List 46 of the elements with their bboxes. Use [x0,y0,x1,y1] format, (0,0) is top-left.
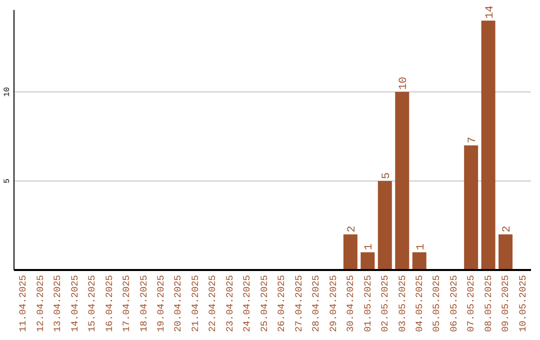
bar [464,145,478,270]
x-tick-label: 23.04.2025 [224,274,236,332]
bar [481,20,496,270]
x-tick-label: 07.05.2025 [466,274,477,332]
data-label: 2 [346,226,358,232]
x-tick-label: 03.05.2025 [396,274,408,332]
x-tick-label: 27.04.2025 [293,274,304,332]
x-tick-label: 22.04.2025 [207,274,218,332]
x-tick-label: 21.04.2025 [190,274,201,332]
x-tick-label: 09.05.2025 [500,274,512,332]
bar [360,252,375,270]
x-tick-label: 06.05.2025 [448,274,460,332]
x-tick-label: 08.05.2025 [482,274,494,332]
bar [378,180,392,270]
x-tick-label: 01.05.2025 [362,274,374,332]
x-tick-label: 16.04.2025 [104,274,115,332]
data-label: 1 [415,243,428,250]
x-tick-label: 24.04.2025 [242,274,253,332]
x-tick-label: 04.05.2025 [414,274,425,332]
bar [343,234,358,270]
x-tick-label: 18.04.2025 [138,274,150,332]
data-label: 5 [380,172,393,179]
x-tick-label: 20.04.2025 [172,274,184,332]
x-tick-label: 02.05.2025 [380,274,391,332]
x-tick-label: 19.04.2025 [155,274,166,332]
data-label: 7 [467,136,480,144]
x-tick-label: 15.04.2025 [86,274,98,332]
x-tick-label: 26.04.2025 [276,274,288,332]
data-label: 1 [364,243,376,250]
bar [395,92,410,270]
x-tick-label: 13.04.2025 [52,274,64,332]
data-label: 2 [502,226,514,232]
x-tick-label: 12.04.2025 [34,274,46,332]
x-tick-label: 25.04.2025 [258,274,270,332]
x-tick-label: 11.04.2025 [18,274,29,332]
x-tick-label: 14.04.2025 [69,274,80,332]
data-label: 10 [398,76,410,90]
x-tick-label: 05.05.2025 [431,274,442,332]
x-tick-label: 29.04.2025 [328,274,339,332]
x-tick-label: 17.04.2025 [121,274,132,332]
bar [412,252,426,270]
data-label: 14 [484,5,496,19]
x-tick-label: 10.05.2025 [517,274,528,332]
x-tick-label: 30.04.2025 [345,274,356,332]
x-tick-label: 28.04.2025 [310,274,322,332]
bar [498,234,513,270]
